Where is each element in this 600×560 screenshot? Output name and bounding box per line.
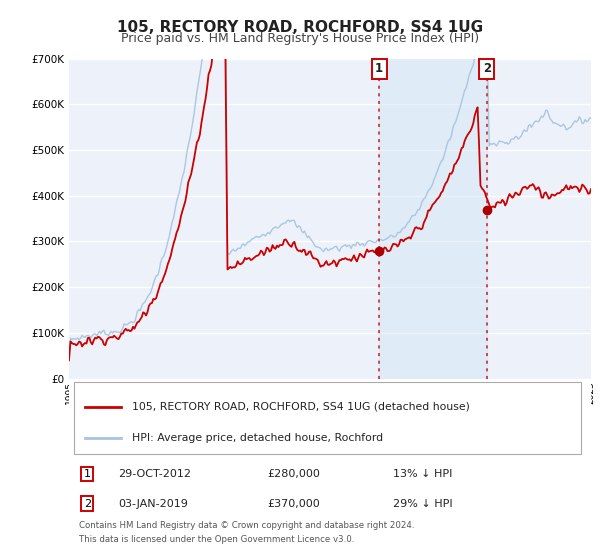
Text: 2: 2 <box>84 498 91 508</box>
FancyBboxPatch shape <box>74 382 581 454</box>
Text: This data is licensed under the Open Government Licence v3.0.: This data is licensed under the Open Gov… <box>79 535 355 544</box>
Text: 105, RECTORY ROAD, ROCHFORD, SS4 1UG: 105, RECTORY ROAD, ROCHFORD, SS4 1UG <box>117 20 483 35</box>
Text: 29-OCT-2012: 29-OCT-2012 <box>119 469 191 479</box>
Text: 1: 1 <box>375 62 383 76</box>
Text: Price paid vs. HM Land Registry's House Price Index (HPI): Price paid vs. HM Land Registry's House … <box>121 32 479 45</box>
Text: £280,000: £280,000 <box>268 469 320 479</box>
Text: 13% ↓ HPI: 13% ↓ HPI <box>392 469 452 479</box>
Text: HPI: Average price, detached house, Rochford: HPI: Average price, detached house, Roch… <box>131 433 383 443</box>
Text: 2: 2 <box>483 62 491 76</box>
Bar <box>379 59 487 379</box>
Text: Contains HM Land Registry data © Crown copyright and database right 2024.: Contains HM Land Registry data © Crown c… <box>79 521 415 530</box>
Text: 105, RECTORY ROAD, ROCHFORD, SS4 1UG (detached house): 105, RECTORY ROAD, ROCHFORD, SS4 1UG (de… <box>131 402 470 412</box>
Text: 1: 1 <box>84 469 91 479</box>
Text: £370,000: £370,000 <box>268 498 320 508</box>
Text: 03-JAN-2019: 03-JAN-2019 <box>119 498 188 508</box>
Text: 29% ↓ HPI: 29% ↓ HPI <box>392 498 452 508</box>
